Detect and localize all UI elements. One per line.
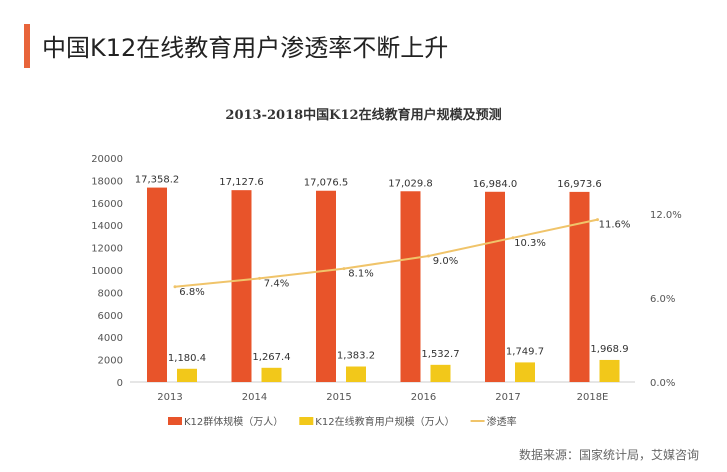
x-tick: 2013 [157,392,182,403]
legend-swatch [299,417,314,425]
line-point [427,254,430,258]
legend-label: K12在线教育用户规模（万人） [315,415,454,428]
bar-k12-population [400,191,421,382]
data-label: 6.8% [179,287,204,298]
y-left-tick: 10000 [91,266,123,277]
line-point [258,276,261,280]
data-label: 7.4% [264,278,289,289]
data-label: 10.3% [514,238,546,249]
bar-k12-online-users [261,367,282,382]
data-label: 1,749.7 [506,346,544,357]
line-point [342,267,346,271]
data-label: 16,984.0 [473,179,518,190]
y-right-tick: 12.0% [650,210,682,221]
data-label: 17,127.6 [219,177,264,188]
bar-k12-population [231,190,252,382]
y-left-tick: 6000 [98,311,123,322]
chart-title: 2013-2018中国K12在线教育用户规模及预测 [225,108,502,123]
y-left-tick: 2000 [98,356,123,367]
y-left-tick: 16000 [91,199,123,210]
title-accent-bar [24,24,30,68]
data-label: 8.1% [348,269,373,280]
data-label: 9.0% [433,256,458,267]
line-point [511,236,515,240]
bar-k12-online-users [430,364,451,382]
data-label: 1,267.4 [252,352,290,363]
bar-k12-online-users [346,366,366,382]
line-penetration-rate [174,218,598,288]
y-left-tick: 20000 [91,154,123,165]
data-label: 17,029.8 [388,178,433,189]
page-title: 中国K12在线教育用户渗透率不断上升 [42,34,449,62]
data-label: 1,180.4 [168,353,206,364]
y-left-tick: 4000 [98,333,123,344]
line-point [173,285,177,289]
data-source: 数据来源：国家统计局，艾媒咨询 [518,448,699,462]
data-label: 1,383.2 [337,351,375,362]
data-label: 11.6% [599,220,631,231]
line-point [596,218,599,222]
data-label: 1,968.9 [590,344,628,355]
x-tick: 2017 [495,392,520,403]
bar-k12-online-users [599,359,620,382]
legend-swatch [168,417,182,425]
y-left-tick: 12000 [91,244,123,255]
x-tick: 2018E [577,392,609,403]
bar-k12-population [569,191,590,382]
x-tick: 2015 [326,392,351,403]
data-label: 17,358.2 [135,175,180,186]
bar-k12-online-users [515,362,535,382]
legend-label: 渗透率 [487,415,517,428]
bar-k12-population [147,187,167,382]
legend-label: K12群体规模（万人） [184,415,283,428]
data-label: 1,532.7 [421,349,459,360]
data-label: 17,076.5 [304,178,349,189]
x-tick: 2014 [242,392,267,403]
y-left-tick: 0 [117,378,123,389]
y-left-tick: 14000 [91,221,123,232]
bar-k12-population [485,191,505,382]
y-right-tick: 0.0% [650,378,675,389]
y-right-tick: 6.0% [650,294,675,305]
data-label: 16,973.6 [557,179,602,190]
bar-k12-population [316,190,336,382]
y-left-tick: 18000 [91,176,123,187]
bar-k12-online-users [177,368,197,382]
y-left-tick: 8000 [98,288,123,299]
x-tick: 2016 [411,392,436,403]
